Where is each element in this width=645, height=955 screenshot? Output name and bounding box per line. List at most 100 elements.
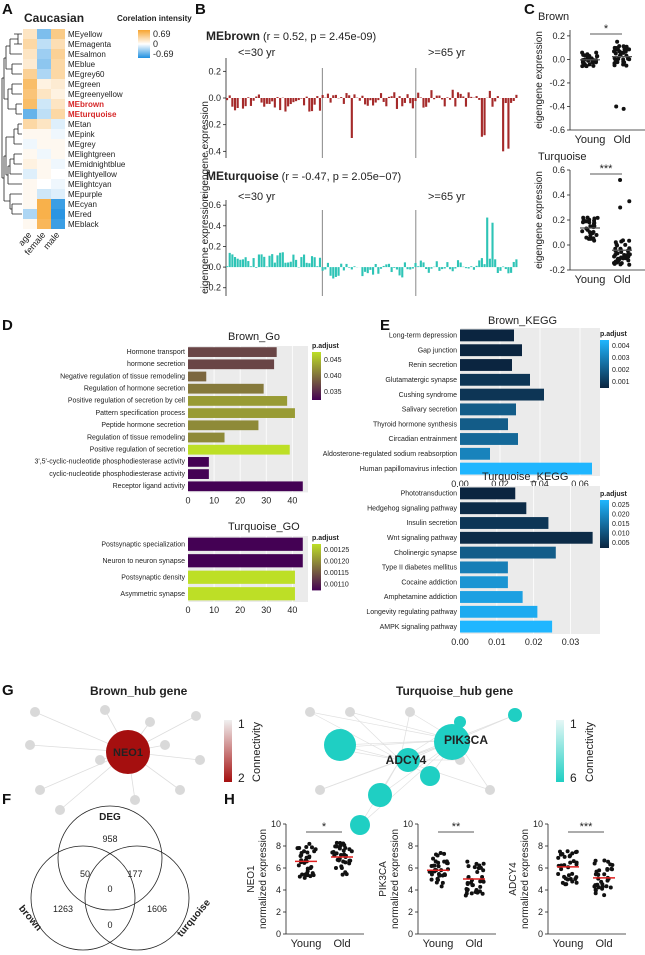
eigengene-bar bbox=[395, 267, 399, 270]
group-label: Young bbox=[553, 938, 584, 950]
heatmap-cell bbox=[23, 169, 37, 179]
network-node bbox=[160, 740, 170, 750]
bar bbox=[460, 433, 518, 445]
eigengene-bar bbox=[443, 98, 446, 107]
brown-young-label: <=30 yr bbox=[238, 47, 276, 59]
y-tick-label: 0 bbox=[276, 929, 281, 939]
y-tick-label: 2 bbox=[408, 907, 413, 917]
legend-tick-label: 0.00125 bbox=[324, 547, 349, 554]
x-tick-label: 0 bbox=[185, 605, 190, 615]
data-point bbox=[619, 249, 624, 254]
heatmap-cell bbox=[51, 179, 65, 189]
brown-conn-bottom: 2 bbox=[238, 771, 245, 785]
network-node bbox=[350, 815, 370, 835]
eigengene-bar bbox=[345, 93, 348, 98]
data-point bbox=[480, 891, 485, 896]
network-edge bbox=[349, 711, 401, 761]
heatmap-row-label: MEgrey bbox=[68, 140, 96, 149]
heatmap-panel: Caucasian Corelation intensity 0.69 0 -0… bbox=[1, 11, 192, 257]
eigengene-bar bbox=[318, 98, 322, 111]
bar bbox=[188, 383, 264, 394]
data-point bbox=[568, 876, 573, 881]
eigengene-bar bbox=[364, 267, 367, 272]
eigengene-bar bbox=[308, 98, 311, 112]
bar bbox=[188, 444, 290, 455]
eigengene-bar bbox=[374, 264, 377, 268]
x-tick-label: 0.03 bbox=[562, 637, 580, 647]
category-label: Type II diabetes mellitus bbox=[382, 565, 458, 572]
data-point bbox=[592, 884, 597, 889]
turquoise-axis: 0.6 0.4 0.2 0.0 -0.2 bbox=[205, 200, 417, 296]
turquoise-bars bbox=[226, 217, 518, 279]
data-point bbox=[592, 224, 597, 229]
category-label: hormone secretion bbox=[127, 361, 185, 368]
plot-background bbox=[188, 346, 308, 493]
turquoise-old-label: >=65 yr bbox=[428, 191, 466, 203]
data-point bbox=[296, 863, 301, 868]
eigengene-bar bbox=[393, 267, 396, 268]
eigengene-bar bbox=[411, 98, 414, 109]
network-node bbox=[405, 707, 415, 717]
heatmap-row-label: MEmagenta bbox=[68, 40, 112, 49]
heatmap-cell bbox=[51, 109, 65, 119]
eigengene-bar bbox=[252, 258, 255, 268]
venn-deg-brown: 50 bbox=[80, 869, 90, 879]
x-tick-label: 0.00 bbox=[451, 479, 469, 489]
data-point bbox=[612, 63, 617, 68]
network-edge bbox=[309, 711, 401, 761]
y-axis-label: normalized expression bbox=[520, 829, 531, 929]
brown-conn-title: Connectivity bbox=[251, 722, 263, 782]
bar bbox=[188, 396, 288, 406]
heatmap-row-label: MEtan bbox=[68, 120, 91, 129]
eigengene-bar bbox=[345, 263, 348, 268]
eigengene-bar bbox=[353, 94, 356, 98]
bar-chart-title: Turquoise_KEGG bbox=[482, 471, 568, 483]
heatmap-row-label: MEgreenyellow bbox=[68, 90, 123, 99]
heatmap-cell bbox=[23, 59, 37, 69]
heatmap-cell bbox=[23, 69, 37, 79]
heatmap-row-label: MEbrown bbox=[68, 100, 104, 109]
eigengene-bar bbox=[276, 97, 279, 98]
eigengene-bar bbox=[249, 98, 253, 106]
data-point bbox=[587, 54, 592, 59]
heatmap-cell bbox=[37, 199, 51, 209]
turquoise-title: MEturquoise (r = -0.47, p = 2.05e−07) bbox=[206, 169, 401, 183]
brown-old-label: >=65 yr bbox=[428, 47, 466, 59]
heatmap-row-label: MEgrey60 bbox=[68, 70, 105, 79]
data-point bbox=[560, 880, 565, 885]
eigengene-bar bbox=[281, 252, 284, 268]
bar bbox=[460, 487, 516, 500]
data-point bbox=[624, 63, 629, 68]
heatmap-cell bbox=[23, 189, 37, 199]
heatmap-row-label: MEblue bbox=[68, 60, 96, 69]
legend-colorbar bbox=[600, 500, 609, 548]
y-tick-label: 0 bbox=[538, 929, 543, 939]
data-point bbox=[584, 64, 589, 69]
hub-networks: Brown_hub gene Turquoise_hub gene NEO1 A… bbox=[25, 684, 596, 835]
heatmap-cell bbox=[51, 129, 65, 139]
data-point bbox=[469, 891, 474, 896]
data-point bbox=[591, 63, 596, 68]
heatmap-cell bbox=[23, 179, 37, 189]
data-point bbox=[623, 242, 628, 247]
data-point bbox=[436, 872, 441, 877]
heatmap-cell bbox=[37, 189, 51, 199]
venn-diagram: DEG brown turquoise 958 1263 1606 50 177… bbox=[16, 805, 213, 951]
eigengene-bar bbox=[334, 267, 337, 277]
data-point bbox=[617, 49, 622, 54]
heatmap-row-label: MEpurple bbox=[68, 190, 103, 199]
heatmap-cell bbox=[37, 39, 51, 49]
data-point bbox=[568, 860, 573, 865]
category-label: Pattern specification process bbox=[96, 410, 186, 417]
eigengene-bar bbox=[252, 98, 255, 101]
legend-tick-label: 0.003 bbox=[612, 355, 630, 362]
eigengene-bar bbox=[273, 262, 276, 268]
data-point bbox=[590, 60, 595, 65]
data-point bbox=[626, 258, 631, 263]
heatmap-colorbar bbox=[138, 30, 150, 58]
y-axis-label: normalized expression bbox=[390, 829, 401, 929]
venn-all: 0 bbox=[107, 884, 112, 894]
data-point bbox=[627, 246, 632, 251]
eigengene-bar bbox=[257, 254, 260, 268]
